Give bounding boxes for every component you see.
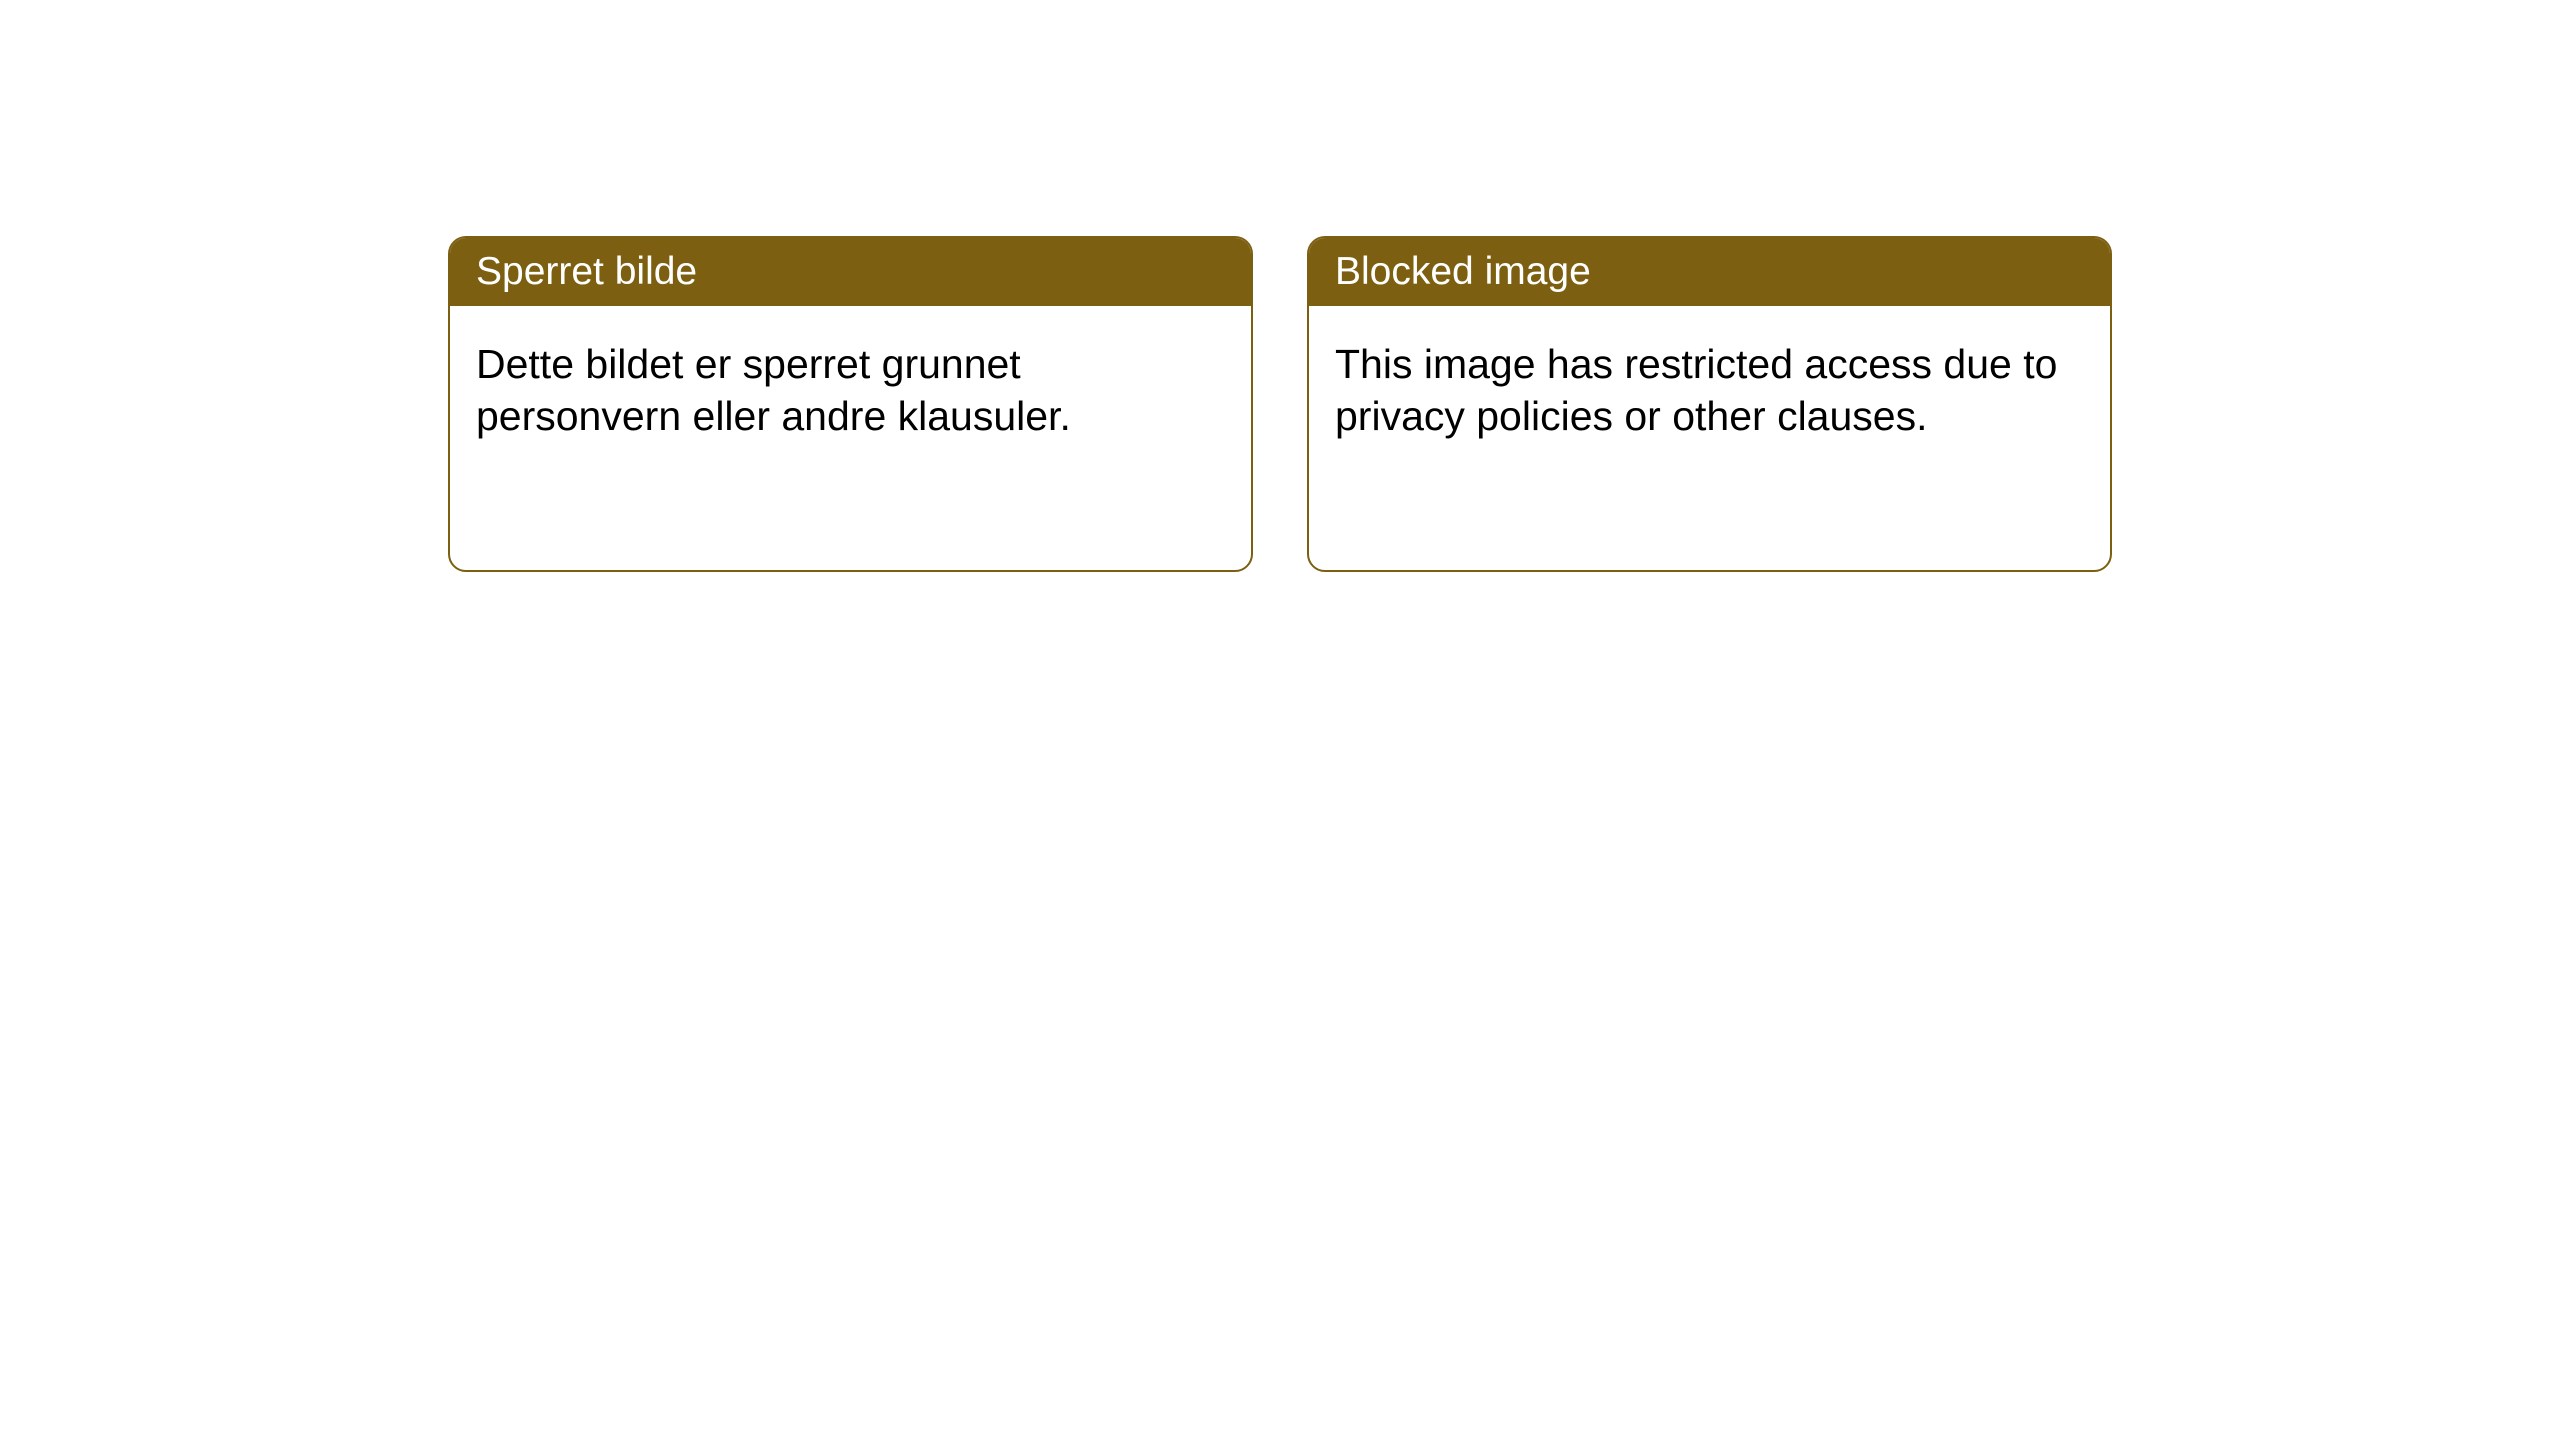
notice-card-title: Sperret bilde: [476, 250, 697, 293]
notice-card-header: Blocked image: [1309, 238, 2110, 306]
notice-card-title: Blocked image: [1335, 250, 1591, 293]
notice-card-body: This image has restricted access due to …: [1309, 306, 2110, 475]
notice-card-text: This image has restricted access due to …: [1335, 341, 2057, 439]
notice-cards-container: Sperret bilde Dette bildet er sperret gr…: [448, 236, 2112, 572]
notice-card-body: Dette bildet er sperret grunnet personve…: [450, 306, 1251, 475]
notice-card-text: Dette bildet er sperret grunnet personve…: [476, 341, 1071, 439]
notice-card-header: Sperret bilde: [450, 238, 1251, 306]
notice-card-norwegian: Sperret bilde Dette bildet er sperret gr…: [448, 236, 1253, 572]
notice-card-english: Blocked image This image has restricted …: [1307, 236, 2112, 572]
